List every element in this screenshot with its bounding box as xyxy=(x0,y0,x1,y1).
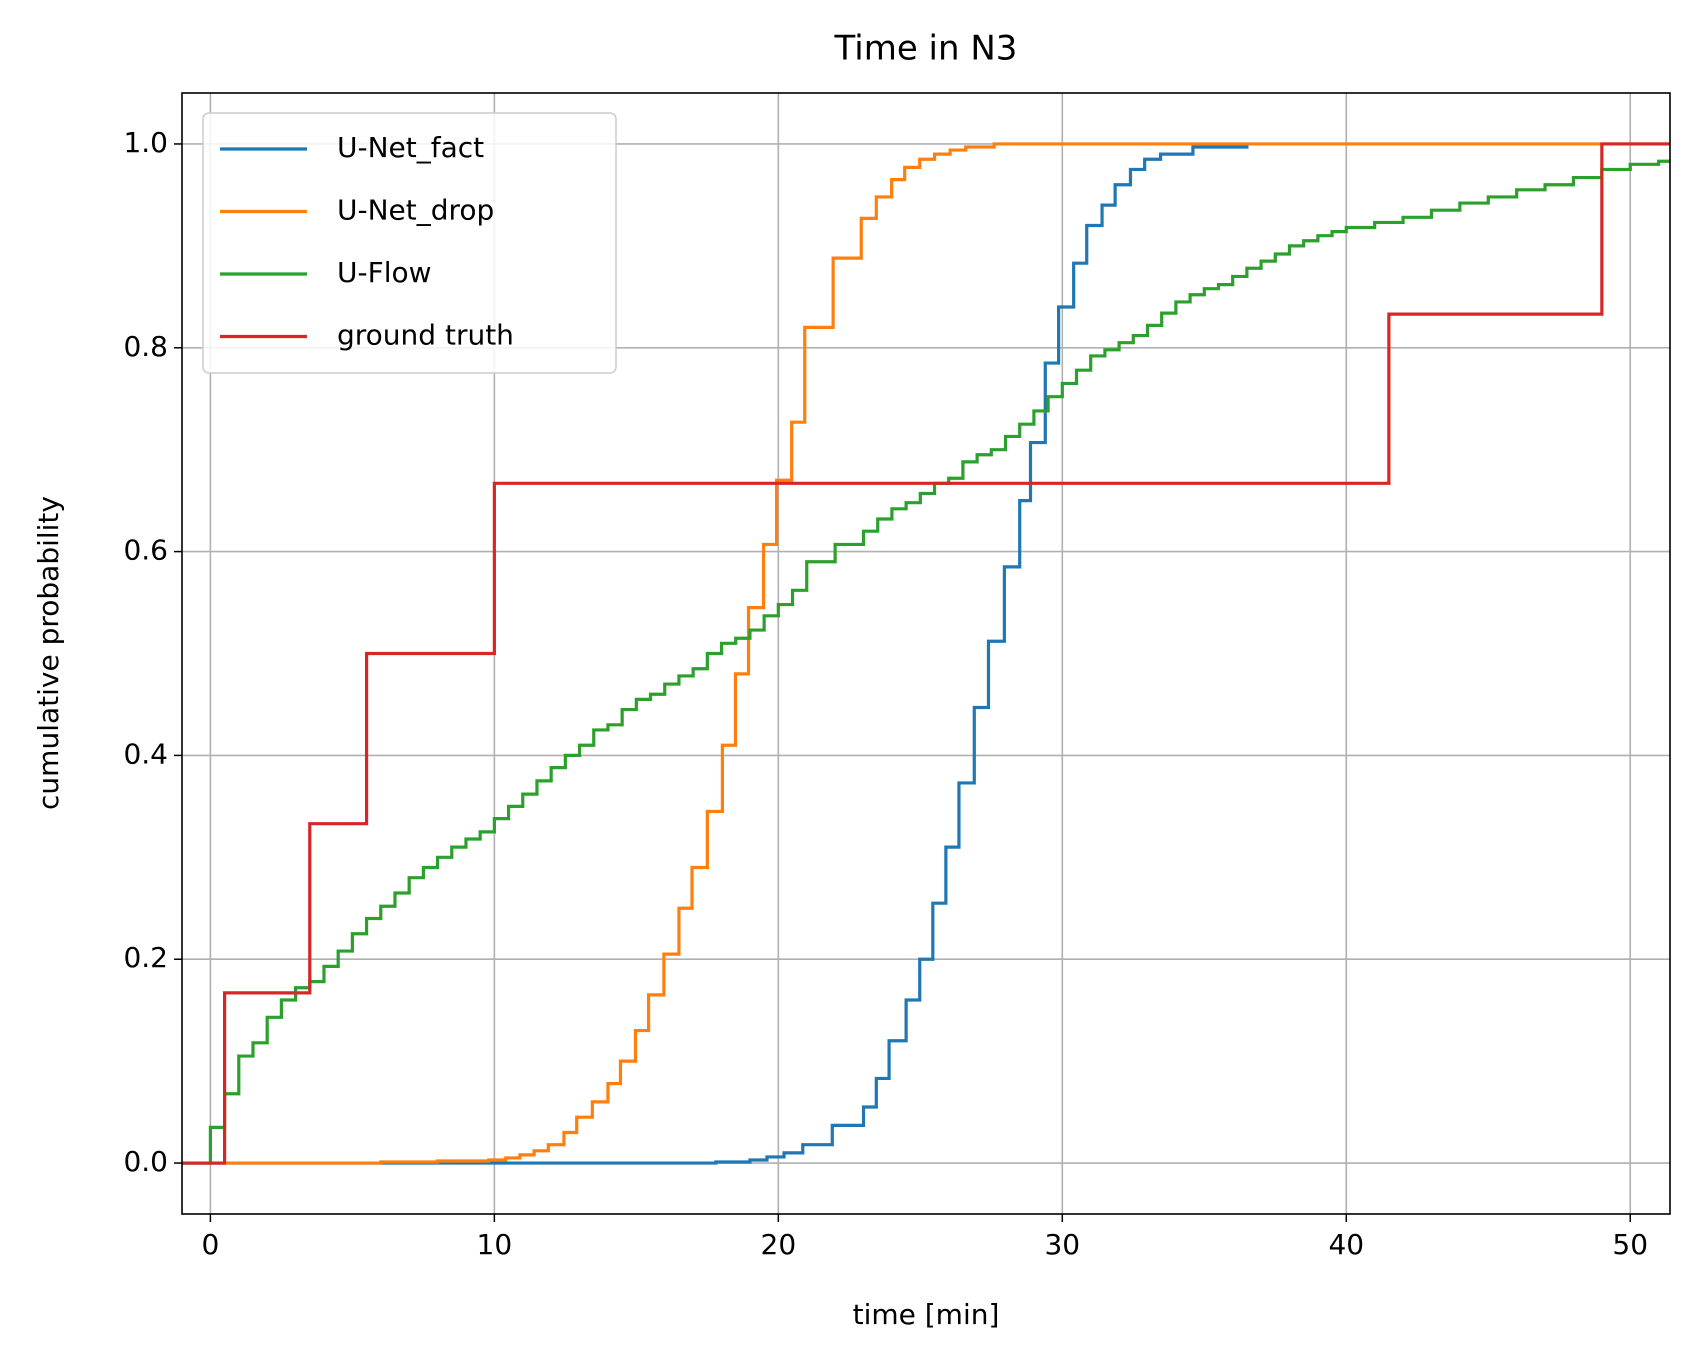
y-tick-label: 1.0 xyxy=(123,126,168,159)
axes-frame xyxy=(181,92,1671,1215)
legend-label: U-Net_drop xyxy=(337,194,494,227)
legend-label: ground truth xyxy=(337,319,514,352)
x-axis-label: time [min] xyxy=(853,1298,1000,1331)
x-tick-label: 20 xyxy=(761,1228,797,1261)
y-tick-label: 0.2 xyxy=(123,941,168,974)
x-tick-label: 0 xyxy=(201,1228,219,1261)
x-tick-label: 30 xyxy=(1044,1228,1080,1261)
legend-label: U-Flow xyxy=(337,256,432,289)
legend-label: U-Net_fact xyxy=(337,131,484,164)
step-line xyxy=(182,159,1670,1165)
plot-area xyxy=(182,142,1670,1165)
chart-title: Time in N3 xyxy=(834,29,1018,69)
step-line xyxy=(182,142,1670,1165)
y-tick-label: 0.6 xyxy=(123,534,168,567)
legend-box xyxy=(202,112,617,374)
x-tick-label: 40 xyxy=(1328,1228,1364,1261)
y-tick-label: 0.4 xyxy=(123,737,168,770)
y-tick-label: 0.0 xyxy=(123,1145,168,1178)
y-axis-label: cumulative probability xyxy=(32,496,65,810)
y-tick-label: 0.8 xyxy=(123,330,168,363)
x-tick-label: 50 xyxy=(1612,1228,1648,1261)
x-tick-label: 10 xyxy=(477,1228,513,1261)
step-line xyxy=(182,143,1249,1165)
step-line xyxy=(182,142,1670,1165)
